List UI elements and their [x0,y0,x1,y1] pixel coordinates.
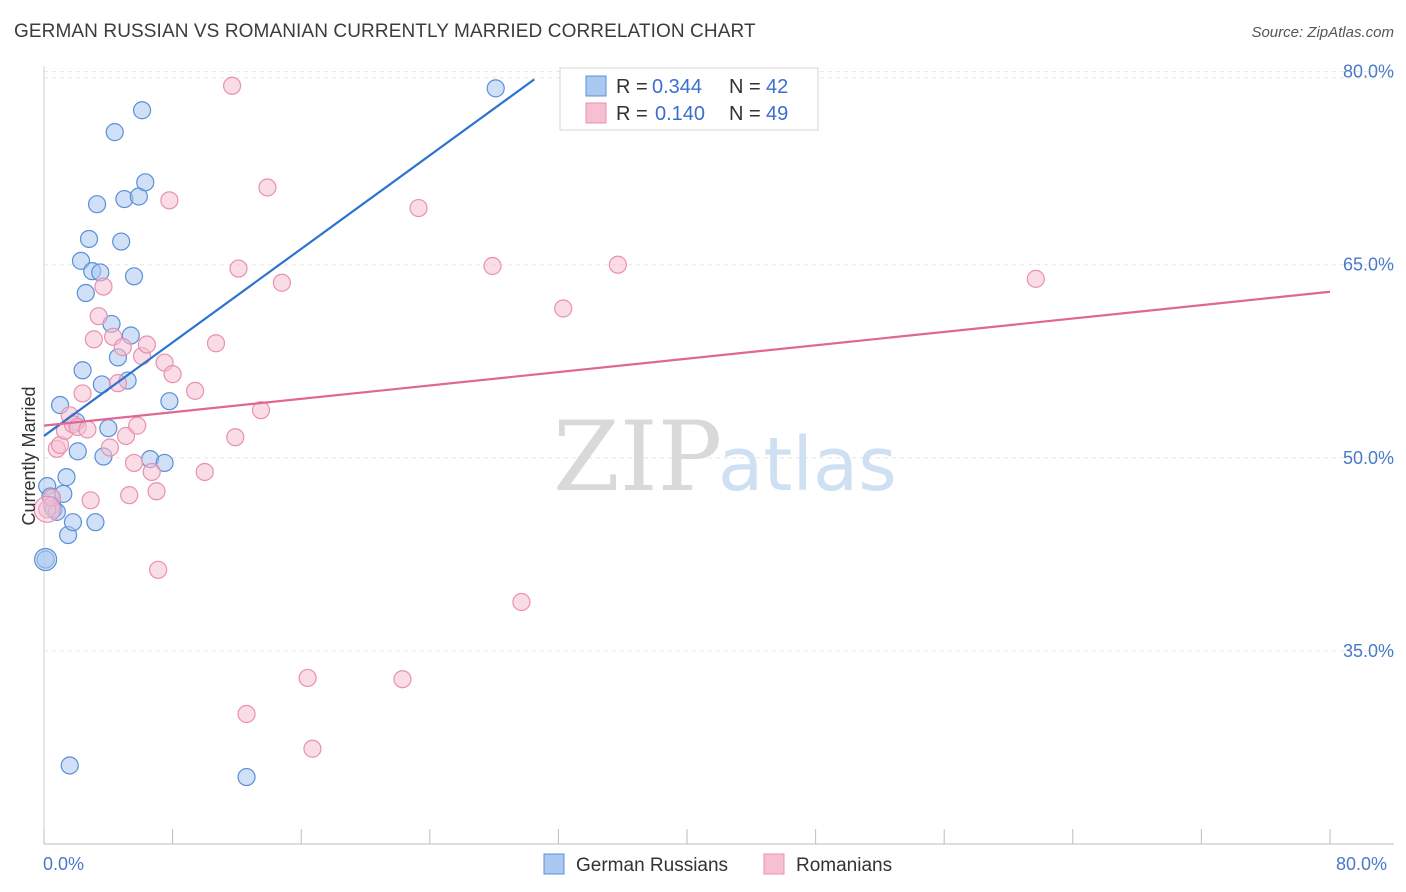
point-german-russians [136,173,155,192]
watermark-atlas: atlas [718,422,897,508]
source-credit: Source: ZipAtlas.com [1251,24,1394,41]
y-axis-title: Currently Married [19,386,39,525]
point-german-russians [34,547,58,572]
point-romanians [303,739,322,758]
watermark: ZIP atlas [553,401,897,513]
point-romanians [258,178,277,197]
legend-swatch-german-russians [585,75,607,97]
point-romanians [608,255,627,274]
point-romanians [124,453,144,473]
x-tick-labels: 0.0% 80.0% [43,854,1387,874]
bottom-legend-swatch-german-russians [543,853,565,875]
point-german-russians [76,283,95,303]
y-tick-label: 65.0% [1343,255,1394,275]
gridlines [44,71,1394,652]
point-german-russians [112,232,131,251]
point-german-russians [99,419,118,438]
point-romanians [393,670,412,689]
point-romanians [33,495,61,523]
point-romanians [512,592,531,612]
bottom-legend: German Russians Romanians [543,853,892,876]
y-tick-labels: 35.0% 50.0% 65.0% 80.0% [1343,62,1394,661]
x-tick-label-min: 0.0% [43,854,84,874]
point-german-russians [68,442,87,461]
point-german-russians [237,767,256,787]
legend-swatch-romanians [585,102,607,124]
point-german-russians [73,361,92,380]
x-ticks [43,829,1331,844]
x-tick-label-max: 80.0% [1336,854,1387,874]
trendline-romanians [43,290,1331,427]
point-german-russians [132,101,152,120]
point-romanians [116,426,136,446]
point-german-russians [105,123,124,142]
point-romanians [137,335,156,354]
point-romanians [89,307,108,326]
point-romanians [409,198,428,218]
legend-r-label-romanians: R = [616,103,648,125]
point-german-russians [87,195,107,214]
point-german-russians [160,392,179,411]
point-german-russians [57,468,76,487]
trendlines [43,78,1331,437]
point-romanians [73,384,92,403]
point-romanians [149,560,168,579]
point-romanians [160,191,179,210]
point-romanians [554,299,573,318]
point-german-russians [71,251,91,270]
chart-title: GERMAN RUSSIAN VS ROMANIAN CURRENTLY MAR… [14,21,756,42]
point-german-russians [86,513,105,532]
point-german-russians [60,756,79,775]
legend-n-german-russians: 42 [766,76,788,98]
point-german-russians [124,267,144,286]
point-romanians [226,428,245,447]
point-romanians [206,334,226,353]
point-german-russians [79,229,99,249]
point-romanians [100,438,120,457]
scatter-points [33,76,1045,787]
point-romanians [251,401,271,420]
point-romanians [195,462,214,482]
bottom-legend-swatch-romanians [763,853,785,875]
legend-n-label-german-russians: N = [729,76,761,98]
point-romanians [163,365,182,384]
legend-r-label-german-russians: R = [616,76,648,98]
point-romanians [128,416,147,435]
point-german-russians [486,79,505,98]
point-romanians [147,482,166,501]
point-german-russians [155,453,174,473]
point-german-russians [63,513,83,532]
y-tick-label: 50.0% [1343,448,1394,468]
point-romanians [186,381,205,400]
point-romanians [78,420,97,439]
legend-n-label-romanians: N = [729,103,761,125]
bottom-legend-label-romanians: Romanians [796,855,892,876]
y-tick-label: 80.0% [1343,62,1394,82]
point-romanians [237,704,256,724]
legend-r-romanians: 0.140 [655,103,705,125]
point-romanians [298,668,317,688]
point-romanians [272,273,292,292]
point-romanians [81,491,100,510]
bottom-legend-label-german-russians: German Russians [576,855,728,876]
point-romanians [94,277,113,296]
point-romanians [84,330,103,349]
point-romanians [483,256,502,276]
legend-n-romanians: 49 [766,103,788,125]
point-romanians [1026,269,1045,288]
legend-r-german-russians: 0.344 [652,76,702,98]
point-romanians [142,462,161,482]
point-romanians [113,338,132,357]
point-romanians [229,259,248,278]
axes [43,66,1394,845]
point-romanians [222,76,242,95]
top-legend: R = 0.344 N = 42 R = 0.140 N = 49 [559,67,819,131]
point-romanians [120,486,139,505]
y-tick-label: 35.0% [1343,641,1394,661]
watermark-zip: ZIP [553,401,722,513]
trendline-german-russians [43,78,535,437]
